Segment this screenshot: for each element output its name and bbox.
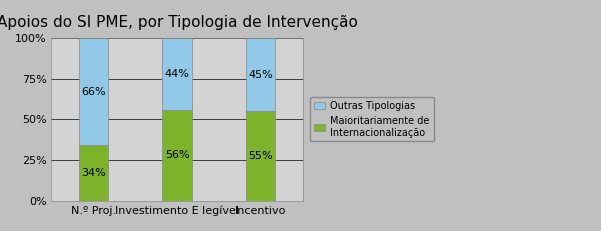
- Bar: [79, 145, 108, 201]
- Text: 34%: 34%: [81, 168, 106, 178]
- Text: 56%: 56%: [165, 150, 189, 160]
- Text: 66%: 66%: [81, 87, 106, 97]
- Bar: [162, 110, 192, 201]
- Title: Apoios do SI PME, por Tipologia de Intervenção: Apoios do SI PME, por Tipologia de Inter…: [0, 15, 358, 30]
- Bar: [246, 111, 275, 201]
- Text: 45%: 45%: [248, 70, 273, 80]
- Bar: [246, 38, 275, 111]
- Text: 44%: 44%: [165, 69, 189, 79]
- Text: 55%: 55%: [248, 151, 273, 161]
- Legend: Outras Tipologias, Maioritariamente de
Internacionalização: Outras Tipologias, Maioritariamente de I…: [310, 97, 433, 142]
- Bar: [162, 38, 192, 110]
- Bar: [79, 38, 108, 145]
